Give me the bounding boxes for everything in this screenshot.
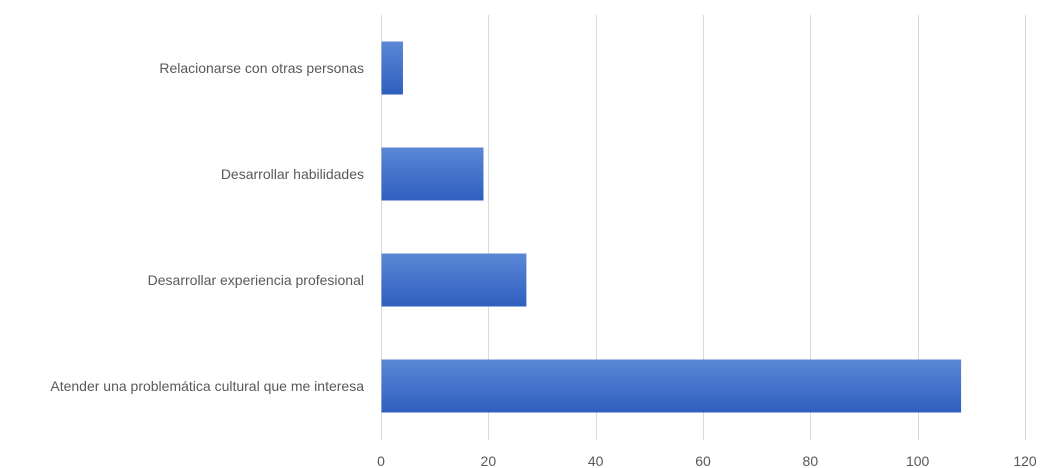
bar-1 bbox=[381, 41, 403, 95]
bar-4 bbox=[381, 359, 962, 413]
category-label-4: Atender una problemática cultural que me… bbox=[50, 378, 364, 394]
x-tick-label-40: 40 bbox=[588, 453, 604, 468]
x-tick-label-0: 0 bbox=[377, 453, 385, 468]
x-axis-tick-labels: 0 20 40 60 80 100 120 bbox=[377, 453, 1037, 468]
x-tick-label-60: 60 bbox=[695, 453, 711, 468]
x-tick-label-100: 100 bbox=[906, 453, 930, 468]
category-label-2: Desarrollar habilidades bbox=[221, 166, 364, 182]
bar-2 bbox=[381, 147, 484, 201]
bar-3 bbox=[381, 253, 527, 307]
x-tick-label-20: 20 bbox=[481, 453, 497, 468]
category-label-1: Relacionarse con otras personas bbox=[159, 60, 364, 76]
x-tick-label-120: 120 bbox=[1013, 453, 1037, 468]
category-label-3: Desarrollar experiencia profesional bbox=[148, 272, 364, 288]
bars bbox=[381, 41, 962, 413]
x-tick-label-80: 80 bbox=[803, 453, 819, 468]
gridlines bbox=[381, 15, 1026, 440]
category-labels: Relacionarse con otras personas Desarroll… bbox=[50, 60, 364, 394]
